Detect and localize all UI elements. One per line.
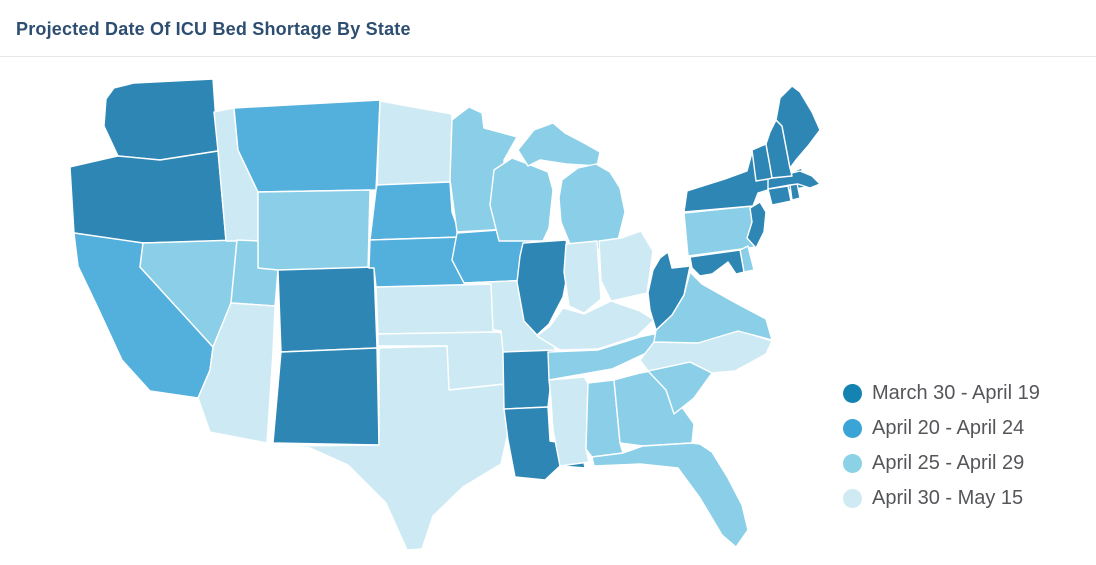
state-MI[interactable] (558, 163, 626, 251)
state-TX[interactable] (281, 345, 510, 551)
legend-swatch-icon (843, 454, 862, 473)
state-WI[interactable] (489, 157, 554, 242)
state-MD[interactable] (689, 249, 745, 277)
legend-item-label: April 20 - April 24 (872, 417, 1025, 439)
state-FL[interactable] (591, 442, 749, 548)
state-AZ[interactable] (197, 302, 276, 444)
page-title: Projected Date Of ICU Bed Shortage By St… (16, 19, 411, 39)
legend-swatch-icon (843, 419, 862, 438)
legend-item-label: April 30 - May 15 (872, 487, 1024, 509)
state-CO[interactable] (277, 266, 378, 353)
state-NM[interactable] (272, 347, 380, 446)
state-MA[interactable] (767, 170, 821, 190)
state-WY[interactable] (257, 189, 371, 272)
legend-swatch-icon (843, 384, 862, 403)
map-legend: March 30 - April 19 April 20 - April 24 … (843, 382, 1040, 522)
state-MS[interactable] (548, 376, 590, 467)
state-OR[interactable] (69, 150, 227, 244)
state-WA[interactable] (103, 78, 219, 161)
legend-item-label: April 25 - April 29 (872, 452, 1025, 474)
legend-item: April 30 - May 15 (843, 487, 1040, 510)
legend-item: April 20 - April 24 (843, 417, 1040, 440)
state-KY[interactable] (536, 300, 655, 351)
state-IN[interactable] (563, 240, 602, 314)
legend-swatch-icon (843, 489, 862, 508)
state-NY[interactable] (683, 141, 815, 213)
state-MT[interactable] (233, 99, 381, 193)
state-ME[interactable] (775, 85, 821, 169)
card-header: Projected Date Of ICU Bed Shortage By St… (0, 0, 1096, 57)
legend-item-label: March 30 - April 19 (872, 382, 1040, 404)
legend-item: March 30 - April 19 (843, 382, 1040, 405)
state-KS[interactable] (375, 283, 497, 335)
state-MI[interactable] (517, 122, 601, 167)
state-OH[interactable] (598, 230, 654, 302)
state-ND[interactable] (376, 100, 453, 186)
state-SD[interactable] (369, 181, 462, 241)
legend-item: April 25 - April 29 (843, 452, 1040, 475)
state-WV[interactable] (647, 251, 691, 331)
state-NJ[interactable] (746, 201, 767, 249)
